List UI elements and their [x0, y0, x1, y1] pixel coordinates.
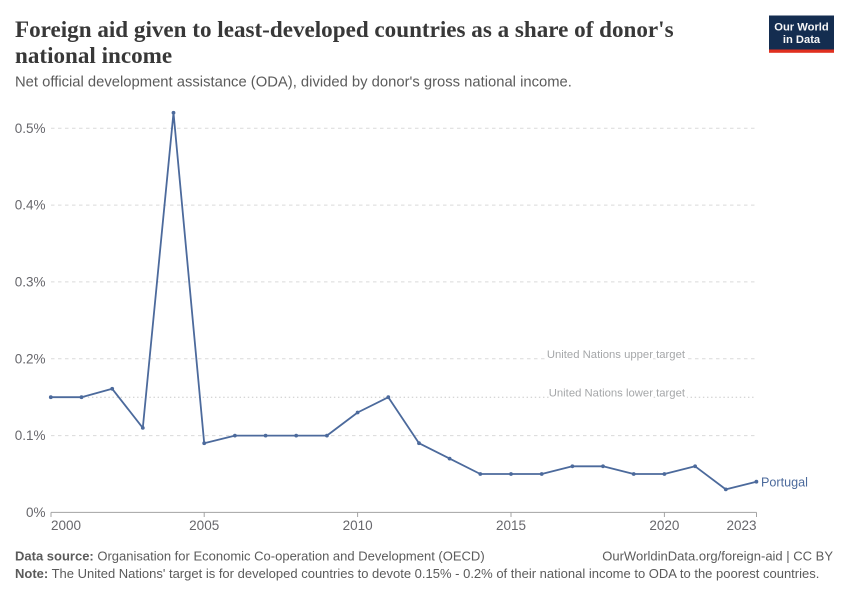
svg-text:0.2%: 0.2% [15, 351, 46, 366]
svg-text:2010: 2010 [343, 518, 373, 533]
svg-text:United Nations upper target: United Nations upper target [547, 349, 686, 361]
svg-text:2000: 2000 [51, 518, 81, 533]
svg-text:2005: 2005 [189, 518, 219, 533]
svg-text:2023: 2023 [726, 518, 756, 533]
svg-text:0.1%: 0.1% [15, 428, 46, 443]
svg-text:0.5%: 0.5% [15, 121, 46, 136]
svg-text:2015: 2015 [496, 518, 526, 533]
svg-text:in Data: in Data [783, 34, 821, 46]
svg-text:OurWorldinData.org/foreign-aid: OurWorldinData.org/foreign-aid | CC BY [602, 549, 833, 564]
svg-text:Our World: Our World [774, 22, 829, 34]
svg-text:Note: The United Nations' targ: Note: The United Nations' target is for … [15, 566, 819, 581]
svg-text:Data source: Organisation for: Data source: Organisation for Economic C… [15, 549, 485, 564]
svg-text:2020: 2020 [649, 518, 679, 533]
svg-text:0.3%: 0.3% [15, 275, 46, 290]
svg-text:Net official development assis: Net official development assistance (ODA… [15, 74, 572, 90]
svg-text:0.4%: 0.4% [15, 198, 46, 213]
svg-text:Portugal: Portugal [761, 475, 808, 489]
svg-text:national income: national income [15, 42, 172, 68]
svg-text:United Nations lower target: United Nations lower target [549, 387, 686, 399]
svg-text:0%: 0% [26, 505, 46, 520]
svg-text:Foreign aid given to least-dev: Foreign aid given to least-developed cou… [15, 16, 674, 42]
